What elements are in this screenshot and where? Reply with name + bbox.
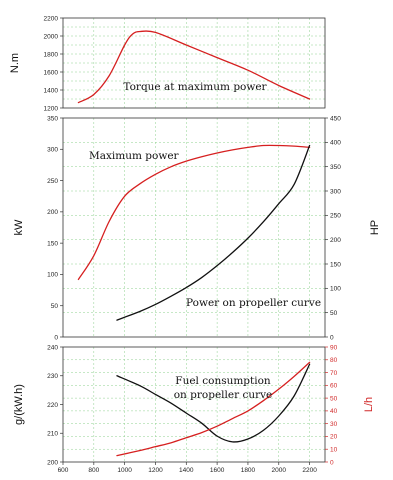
y2-tick-label: 20	[330, 434, 338, 441]
y2-tick-label: 0	[330, 334, 334, 341]
y2-tick-label: 30	[330, 421, 338, 428]
torque-panel: 1200 1400 1600 1800 2000 2200 N.m Torque at max…	[9, 15, 326, 112]
x-tick-label: 1600	[210, 467, 225, 474]
y-tick-label: 150	[47, 240, 58, 247]
y-tick-label: 2000	[44, 33, 59, 40]
y-tick-label: 300	[47, 147, 58, 154]
y-tick-label: 250	[47, 178, 58, 185]
power-panel: 0 50 100 150 200 250 300 350 0 50 100 150 200 250 300 3…	[13, 115, 381, 341]
plot-frame	[62, 117, 326, 338]
annotation: Torque at maximum power	[123, 81, 267, 93]
y2-tick-label: 70	[330, 370, 338, 377]
series-line-0	[77, 144, 311, 281]
y2-tick-label: 200	[330, 237, 341, 244]
y-tick-label: 240	[47, 344, 58, 351]
x-tick-label: 600	[58, 467, 69, 474]
y2-tick-label: 300	[330, 188, 341, 195]
plot-frame	[62, 17, 326, 109]
x-tick-label: 2200	[302, 467, 317, 474]
y-tick-label: 1600	[44, 69, 59, 76]
y2-tick-label: 80	[330, 357, 338, 364]
y2-tick-label: 90	[330, 344, 338, 351]
y2-tick-label: 60	[330, 383, 338, 390]
y-axis-label: kW	[13, 219, 25, 236]
series-line-0	[116, 363, 311, 443]
y2-tick-label: 0	[330, 459, 334, 466]
y2-tick-label: 450	[330, 115, 341, 122]
y2-tick-label: 100	[330, 286, 341, 293]
y-axis-label: g/(kW.h)	[13, 384, 25, 425]
y-tick-label: 230	[47, 373, 58, 380]
y-tick-label: 100	[47, 272, 58, 279]
series-line-1	[116, 361, 311, 457]
x-tick-label: 1800	[241, 467, 256, 474]
y-tick-label: 350	[47, 115, 58, 122]
annotation: Fuel consumption	[175, 375, 271, 387]
y-axis-label: N.m	[9, 53, 21, 73]
y2-tick-label: 50	[330, 310, 338, 317]
y2-axis-label: L/h	[363, 397, 375, 412]
y-tick-label: 220	[47, 402, 58, 409]
plot-frame	[62, 346, 326, 463]
series-line-0	[77, 30, 311, 104]
y-tick-label: 2200	[44, 15, 59, 22]
fuel-panel: 200 210 220 230 240 0 10 20 30 40 50 60 70 80 90 600 800…	[13, 344, 375, 474]
annotation: Maximum power	[89, 150, 180, 162]
annotation: Power on propeller curve	[186, 297, 321, 309]
annotation: on propeller curve	[174, 389, 273, 401]
y-tick-label: 200	[47, 209, 58, 216]
y2-tick-label: 400	[330, 140, 341, 147]
y2-tick-label: 40	[330, 408, 338, 415]
x-tick-label: 1000	[117, 467, 132, 474]
x-tick-label: 2000	[272, 467, 287, 474]
y2-tick-label: 150	[330, 261, 341, 268]
y2-tick-label: 350	[330, 164, 341, 171]
y-tick-label: 210	[47, 431, 58, 438]
x-tick-label: 1200	[148, 467, 163, 474]
y-tick-label: 200	[47, 459, 58, 466]
x-tick-label: 800	[88, 467, 99, 474]
y-tick-label: 50	[51, 303, 59, 310]
y-tick-label: 1200	[44, 105, 59, 112]
y2-tick-label: 10	[330, 447, 338, 454]
y2-tick-label: 50	[330, 395, 338, 402]
y2-axis-label: HP	[369, 220, 381, 235]
y-tick-label: 1800	[44, 51, 59, 58]
x-tick-label: 1400	[179, 467, 194, 474]
y2-tick-label: 250	[330, 213, 341, 220]
series-line-1	[116, 144, 311, 321]
y-tick-label: 1400	[44, 87, 59, 94]
y-tick-label: 0	[54, 334, 58, 341]
